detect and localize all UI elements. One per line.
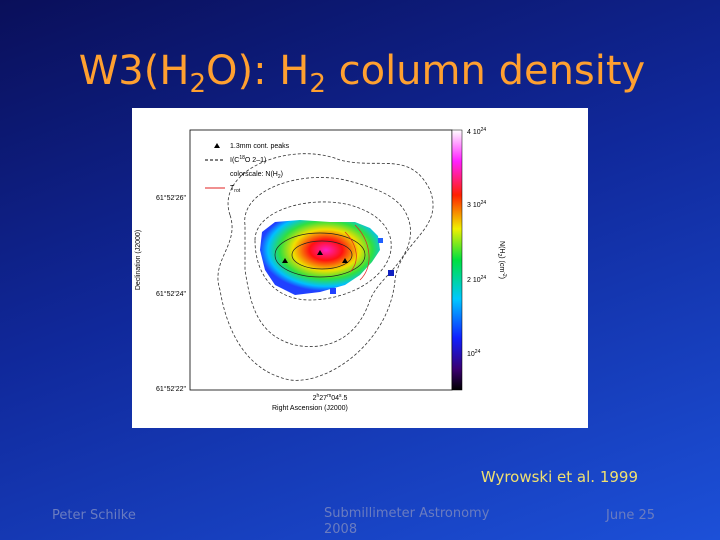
legend: 1.3mm cont. peaks I(C18O 2–1) colorscale… <box>205 143 290 194</box>
c18o-contours <box>274 224 370 281</box>
footer-date: June 25 <box>605 508 655 523</box>
y-tick-label: 61°52'24" <box>156 290 186 298</box>
colorbar-label: N(H2) (cm-2) <box>496 241 507 279</box>
colorbar <box>451 129 463 391</box>
footer-event-box: Submillimeter Astronomy 2008 <box>324 506 490 537</box>
contours <box>217 153 434 381</box>
citation: Wyrowski et al. 1999 <box>481 468 638 486</box>
figure: 1.3mm cont. peaks I(C18O 2–1) colorscale… <box>132 108 588 428</box>
colorbar-tick-label: 2 1024 <box>467 275 486 284</box>
legend-entry: colorscale: N(H2) <box>230 171 283 180</box>
colorbar-tick-label: 4 1024 <box>467 127 486 136</box>
footer-event: Submillimeter Astronomy 2008 <box>324 506 490 537</box>
y-axis-label: Declination (J2000) <box>135 230 142 290</box>
legend-entry: I(C18O 2–1) <box>230 155 266 164</box>
y-tick-label: 61°52'26" <box>156 194 186 202</box>
colorbar-tick-label: 3 1024 <box>467 200 486 209</box>
legend-entry: Trot <box>230 185 241 194</box>
peak-markers <box>282 250 348 263</box>
y-tick-label: 61°52'22" <box>156 385 186 393</box>
x-axis-label: Right Ascension (J2000) <box>272 405 348 412</box>
legend-entry: 1.3mm cont. peaks <box>230 143 290 150</box>
footer-author: Peter Schilke <box>52 508 136 523</box>
colorbar-tick-label: 1024 <box>467 349 481 358</box>
slide-title: W3(H2O): H2 column density <box>79 48 645 99</box>
x-tick-label: 2h27m04s.5 <box>313 393 348 402</box>
